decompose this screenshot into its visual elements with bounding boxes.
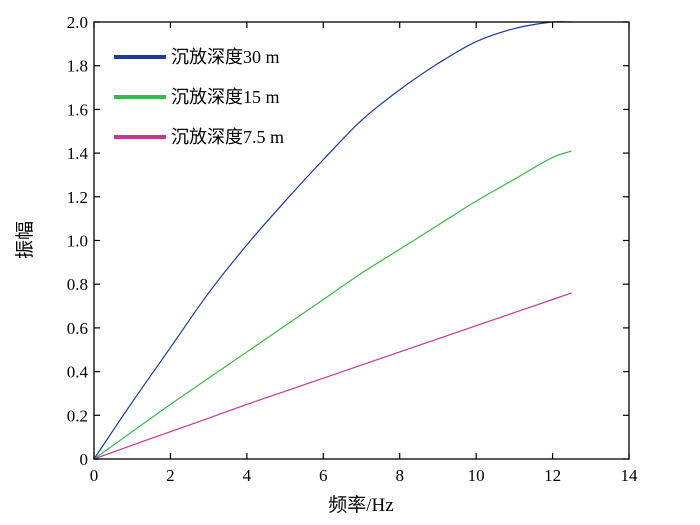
y-tick-label: 1.0	[67, 232, 88, 251]
y-tick-label: 0.2	[67, 406, 88, 425]
x-tick-label: 2	[166, 466, 175, 485]
series-line-1	[93, 21, 572, 460]
tick-layer: 0 2 4 6 8 10 12 14 0 0.2 0.4 0.6 0.8 1.0 1.2 1.4 1.6 1.8 2…	[67, 13, 638, 485]
legend-label-3: 沉放深度7.5 m	[171, 127, 284, 147]
x-tick-label: 10	[468, 466, 485, 485]
legend-label-2: 沉放深度15 m	[171, 87, 280, 107]
y-tick-label: 0	[80, 450, 89, 469]
series-line-3	[93, 292, 572, 460]
plot-area	[94, 22, 629, 459]
y-tick-label: 0.6	[67, 319, 88, 338]
y-tick-label: 1.4	[67, 144, 89, 163]
legend: 沉放深度30 m 沉放深度15 m 沉放深度7.5 m	[114, 47, 284, 147]
x-tick-label: 12	[544, 466, 561, 485]
y-tick-label: 0.4	[67, 363, 89, 382]
x-tick-label: 14	[621, 466, 639, 485]
y-tick-label: 0.8	[67, 275, 88, 294]
x-tick-label: 0	[90, 466, 99, 485]
x-tick-label: 8	[395, 466, 404, 485]
x-axis-label: 频率/Hz	[328, 494, 393, 516]
y-tick-label: 2.0	[67, 13, 88, 32]
legend-label-1: 沉放深度30 m	[171, 47, 280, 67]
series-line-2	[93, 150, 572, 460]
y-tick-label: 1.2	[67, 188, 88, 207]
x-tick-label: 6	[319, 466, 328, 485]
x-tick-label: 4	[243, 466, 252, 485]
series-layer	[93, 21, 572, 460]
y-tick-label: 1.6	[67, 100, 88, 119]
y-axis-label: 振幅	[14, 221, 36, 259]
y-tick-label: 1.8	[67, 57, 88, 76]
